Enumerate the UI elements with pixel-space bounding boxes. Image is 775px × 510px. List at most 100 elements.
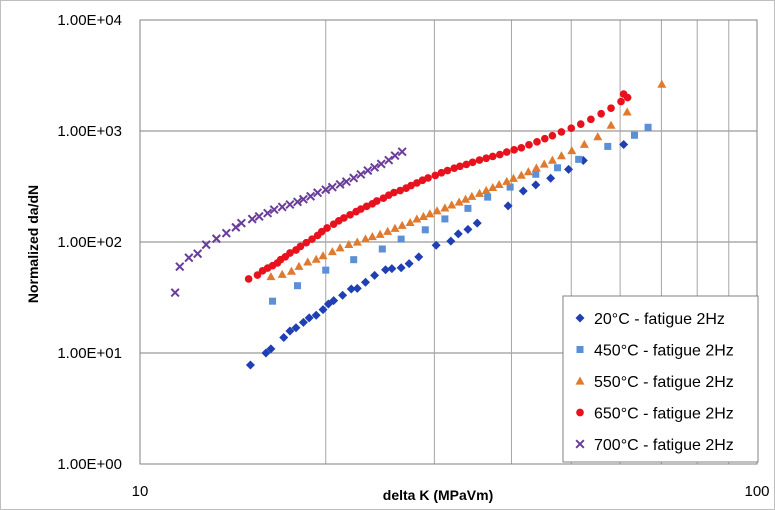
data-point	[318, 305, 328, 315]
data-point	[317, 227, 326, 236]
data-point	[387, 264, 397, 274]
data-point	[516, 170, 526, 179]
data-point	[323, 224, 331, 232]
data-point	[407, 181, 415, 190]
data-point	[269, 205, 279, 215]
data-point	[291, 323, 301, 333]
data-point	[293, 282, 302, 290]
plot-area-frame	[139, 19, 758, 465]
data-point	[390, 223, 400, 232]
data-point	[292, 197, 303, 207]
data-point	[296, 242, 305, 251]
data-point	[623, 93, 632, 102]
data-point	[644, 123, 652, 131]
data-point	[376, 159, 386, 169]
data-point	[361, 277, 371, 287]
data-point	[352, 283, 362, 293]
data-point	[404, 259, 414, 269]
data-point	[211, 234, 221, 244]
data-point	[463, 224, 473, 234]
data-point	[298, 317, 308, 327]
y-tick-label: 1.00E+03	[57, 123, 122, 140]
data-point	[508, 173, 518, 182]
x-axis-title: delta K (MPaVm)	[383, 487, 493, 503]
data-point	[414, 252, 424, 262]
legend-entry: 550°C - fatigue 2Hz	[594, 374, 734, 391]
data-point	[346, 211, 354, 219]
legend: 20°C - fatigue 2Hz 450°C - fatigue 2Hz 550…	[562, 295, 759, 463]
data-point	[456, 162, 464, 171]
data-point	[352, 237, 362, 246]
data-point	[405, 217, 415, 227]
data-point	[236, 218, 246, 228]
data-point	[311, 254, 321, 263]
legend-box	[562, 295, 759, 463]
data-point	[502, 176, 512, 185]
data-point	[193, 249, 203, 259]
data-point	[381, 265, 391, 275]
y-tick-label: 1.00E+00	[57, 456, 122, 473]
data-point	[357, 205, 365, 213]
data-point	[311, 310, 321, 320]
data-point	[462, 160, 471, 169]
data-point	[261, 348, 271, 358]
data-point	[531, 163, 541, 172]
data-point	[370, 270, 380, 280]
legend-marker	[576, 408, 584, 417]
data-point	[286, 266, 296, 275]
data-point	[437, 168, 446, 177]
data-point	[329, 296, 339, 306]
data-point	[396, 186, 404, 195]
data-point	[367, 232, 377, 241]
data-point	[263, 208, 273, 218]
data-point	[170, 288, 180, 298]
data-point	[554, 164, 562, 172]
data-point	[461, 194, 471, 203]
y-tick-label: 1.00E+01	[57, 345, 122, 362]
y-axis-title: Normalized da/dN	[25, 185, 41, 303]
data-point	[346, 284, 356, 294]
data-point	[540, 134, 549, 143]
data-point	[488, 152, 497, 161]
data-point	[298, 194, 308, 204]
data-point	[221, 228, 231, 238]
data-point	[269, 297, 277, 305]
data-point	[454, 197, 464, 206]
data-point	[412, 214, 422, 223]
data-point	[397, 147, 407, 157]
data-point	[475, 156, 484, 164]
data-point	[503, 201, 513, 211]
series-diamond	[245, 140, 629, 370]
y-tick-label: 1.00E+04	[57, 12, 122, 29]
series-circle	[244, 90, 632, 283]
data-point	[533, 138, 541, 146]
data-point	[547, 155, 557, 164]
data-point	[396, 263, 406, 273]
data-point	[443, 166, 452, 175]
data-point	[482, 154, 491, 163]
data-point	[244, 275, 253, 283]
data-point	[245, 360, 255, 370]
data-point	[557, 128, 566, 136]
data-point	[450, 164, 459, 172]
data-point	[201, 240, 211, 250]
data-point	[318, 251, 328, 260]
data-point	[327, 247, 337, 256]
data-point	[266, 272, 276, 281]
data-point	[447, 200, 457, 209]
data-points	[170, 79, 667, 370]
data-point	[531, 180, 541, 190]
legend-entry: 700°C - fatigue 2Hz	[594, 437, 734, 454]
data-point	[597, 109, 605, 118]
legend-marker	[575, 313, 585, 323]
data-point	[441, 215, 449, 223]
data-point	[604, 142, 612, 150]
data-point	[361, 234, 371, 243]
data-point	[266, 344, 276, 354]
data-point	[277, 202, 287, 212]
data-point	[390, 188, 398, 197]
legend-entry: 450°C - fatigue 2Hz	[594, 343, 734, 360]
data-point	[606, 120, 616, 129]
